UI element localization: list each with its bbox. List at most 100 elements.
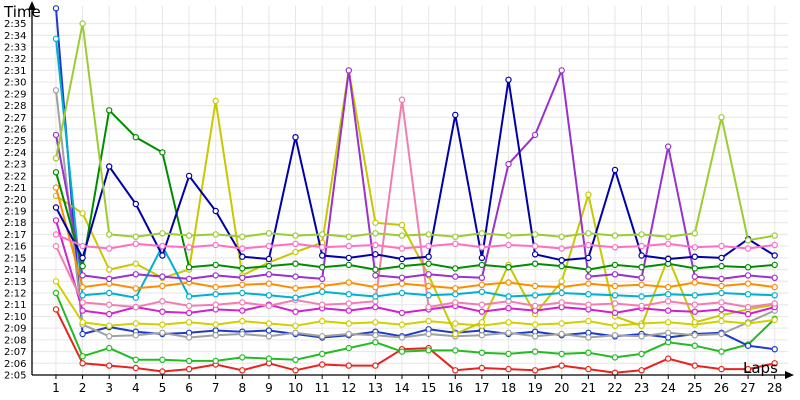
data-point bbox=[531, 302, 539, 310]
y-tick-label: 2:25 bbox=[4, 136, 26, 147]
data-point bbox=[478, 364, 486, 372]
data-point bbox=[372, 339, 379, 346]
series-line bbox=[55, 22, 775, 242]
data-point bbox=[452, 320, 459, 327]
y-tick-label: 2:32 bbox=[4, 54, 26, 65]
data-point bbox=[79, 299, 86, 306]
data-point bbox=[505, 329, 512, 336]
x-tick-label: 28 bbox=[767, 381, 782, 395]
y-tick-label: 2:11 bbox=[4, 300, 26, 311]
data-point bbox=[185, 334, 193, 341]
series-8 bbox=[52, 96, 778, 311]
data-point bbox=[398, 232, 406, 239]
data-point bbox=[79, 319, 86, 326]
data-point bbox=[105, 362, 113, 369]
data-point bbox=[531, 282, 539, 290]
data-point bbox=[505, 350, 512, 358]
data-point bbox=[345, 330, 352, 338]
data-point bbox=[718, 289, 725, 297]
data-point bbox=[239, 367, 246, 374]
x-tick-label: 12 bbox=[341, 381, 356, 395]
data-point bbox=[212, 283, 219, 291]
data-point bbox=[505, 305, 512, 312]
data-point bbox=[691, 362, 699, 369]
data-point bbox=[452, 299, 459, 306]
data-point bbox=[691, 308, 699, 315]
data-point bbox=[771, 360, 778, 367]
x-axis-label: Laps bbox=[743, 359, 778, 377]
data-point bbox=[744, 245, 752, 252]
y-tick-label: 2:28 bbox=[4, 101, 26, 112]
data-point bbox=[185, 302, 193, 310]
data-point bbox=[372, 332, 379, 339]
data-point bbox=[611, 232, 619, 239]
data-point bbox=[691, 253, 699, 260]
data-point bbox=[319, 288, 326, 295]
data-point bbox=[185, 264, 193, 271]
data-point bbox=[771, 274, 778, 281]
data-point bbox=[239, 274, 246, 281]
data-point bbox=[452, 265, 459, 272]
data-point bbox=[159, 329, 166, 336]
x-tick-label: 10 bbox=[288, 381, 303, 395]
data-point bbox=[505, 319, 512, 326]
y-tick-label: 2:10 bbox=[4, 312, 26, 323]
data-point bbox=[744, 280, 752, 287]
data-point bbox=[265, 333, 273, 340]
data-point bbox=[52, 155, 60, 162]
data-point bbox=[345, 279, 352, 286]
data-point bbox=[585, 254, 592, 262]
data-point bbox=[239, 245, 246, 252]
data-point bbox=[691, 244, 699, 251]
series-10 bbox=[52, 184, 778, 292]
series-9 bbox=[52, 35, 778, 301]
x-tick-label: 27 bbox=[740, 381, 755, 395]
data-point bbox=[638, 322, 645, 329]
x-tick-label: 11 bbox=[315, 381, 330, 395]
data-point bbox=[239, 317, 246, 325]
data-point bbox=[212, 97, 219, 105]
x-tick-label: 2 bbox=[79, 381, 87, 395]
data-point bbox=[691, 230, 699, 237]
x-tick-label: 20 bbox=[554, 381, 569, 395]
data-point bbox=[585, 301, 592, 308]
series-13 bbox=[52, 76, 778, 264]
grid bbox=[32, 6, 788, 375]
data-point bbox=[478, 261, 486, 269]
data-point bbox=[585, 334, 592, 341]
data-point bbox=[239, 354, 246, 361]
data-point bbox=[239, 281, 246, 288]
x-tick-label: 16 bbox=[448, 381, 463, 395]
data-point bbox=[239, 253, 246, 260]
data-point bbox=[398, 96, 406, 103]
data-point bbox=[132, 271, 139, 278]
data-point bbox=[531, 242, 539, 250]
data-point bbox=[265, 327, 273, 334]
data-point bbox=[771, 292, 778, 299]
data-point bbox=[425, 292, 432, 299]
data-point bbox=[744, 320, 752, 327]
data-point bbox=[585, 273, 592, 280]
data-point bbox=[239, 265, 246, 272]
data-point bbox=[531, 260, 539, 267]
data-point bbox=[718, 365, 725, 373]
data-point bbox=[398, 348, 406, 355]
data-point bbox=[212, 272, 219, 279]
data-point bbox=[239, 233, 246, 240]
data-point bbox=[531, 231, 539, 238]
data-point bbox=[718, 254, 725, 262]
data-point bbox=[185, 365, 193, 373]
data-point bbox=[345, 242, 352, 250]
data-point bbox=[79, 292, 86, 299]
data-point bbox=[239, 330, 246, 338]
data-point bbox=[79, 307, 86, 314]
data-point bbox=[425, 260, 432, 267]
data-point bbox=[185, 244, 193, 251]
data-point bbox=[771, 300, 778, 307]
data-point bbox=[478, 301, 486, 308]
data-point bbox=[52, 278, 60, 285]
data-point bbox=[771, 346, 778, 353]
data-point bbox=[771, 241, 778, 249]
data-point bbox=[611, 309, 619, 317]
data-point bbox=[159, 298, 166, 305]
